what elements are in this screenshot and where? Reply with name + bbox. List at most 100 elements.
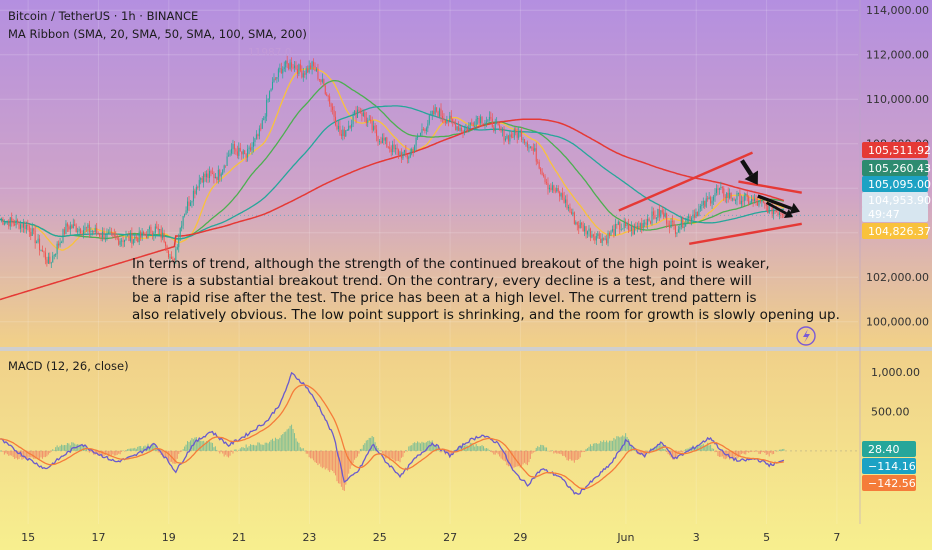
candle bbox=[658, 209, 660, 217]
macd-bar bbox=[562, 450, 564, 456]
candle bbox=[655, 217, 657, 219]
candle bbox=[88, 224, 90, 233]
macd-bar bbox=[31, 450, 33, 458]
candle bbox=[103, 231, 105, 240]
candle bbox=[619, 221, 621, 230]
macd-bar bbox=[540, 444, 542, 451]
indicator-legend[interactable]: MA Ribbon (SMA, 20, SMA, 50, SMA, 100, S… bbox=[8, 27, 307, 41]
candle bbox=[669, 224, 671, 228]
macd-bar bbox=[606, 440, 608, 451]
candle bbox=[434, 107, 436, 115]
arrow-shaft[interactable] bbox=[765, 201, 788, 215]
macd-bar bbox=[380, 450, 382, 452]
macd-bar bbox=[783, 448, 785, 451]
candle bbox=[768, 205, 770, 213]
price-tag-value: 49:47 bbox=[868, 208, 900, 221]
candle bbox=[170, 256, 172, 259]
macd-tag bbox=[862, 458, 916, 474]
candle bbox=[173, 259, 175, 261]
macd-bar bbox=[522, 450, 524, 465]
macd-bar bbox=[387, 450, 389, 459]
candle bbox=[633, 225, 635, 235]
macd-bar bbox=[310, 450, 312, 459]
macd-bar bbox=[673, 450, 675, 460]
trendline[interactable] bbox=[738, 180, 802, 194]
candle bbox=[118, 238, 120, 245]
candle bbox=[773, 210, 775, 215]
macd-bar bbox=[677, 450, 679, 454]
candle bbox=[677, 229, 679, 233]
arrow-head[interactable] bbox=[744, 170, 758, 185]
trendline[interactable] bbox=[689, 222, 802, 246]
time-tick-label: 3 bbox=[693, 531, 700, 544]
candle bbox=[548, 187, 550, 190]
macd-bar bbox=[518, 450, 520, 467]
arrow-head[interactable] bbox=[789, 202, 800, 215]
candle bbox=[211, 173, 213, 175]
macd-bar bbox=[138, 446, 140, 451]
candle bbox=[417, 135, 419, 138]
candle bbox=[181, 225, 183, 228]
candle bbox=[315, 68, 317, 71]
macd-bar bbox=[695, 446, 697, 451]
candle bbox=[184, 214, 186, 216]
macd-bar bbox=[141, 448, 143, 451]
candle bbox=[409, 151, 411, 158]
candle bbox=[264, 116, 266, 119]
arrow-shaft[interactable] bbox=[740, 159, 754, 177]
candle bbox=[233, 144, 235, 150]
candle bbox=[326, 94, 328, 96]
candle bbox=[93, 230, 95, 233]
macd-bar bbox=[711, 448, 713, 451]
candle bbox=[502, 128, 504, 132]
macd-bar bbox=[317, 450, 319, 466]
macd-bar bbox=[551, 450, 553, 451]
macd-bar bbox=[554, 450, 556, 453]
macd-bar bbox=[346, 450, 348, 480]
macd-bar bbox=[217, 450, 219, 452]
candle bbox=[106, 233, 108, 239]
lightning-icon[interactable] bbox=[796, 326, 816, 346]
annotation-line: In terms of trend, although the strength… bbox=[132, 256, 770, 272]
candle bbox=[217, 169, 219, 180]
candle bbox=[43, 251, 45, 253]
candle bbox=[200, 178, 202, 180]
macd-bar bbox=[3, 450, 5, 455]
macd-bar bbox=[200, 440, 202, 451]
candle bbox=[143, 231, 145, 235]
candle bbox=[611, 229, 613, 232]
candle bbox=[280, 68, 282, 74]
macd-bar bbox=[759, 450, 761, 454]
candle bbox=[30, 231, 32, 237]
macd-bar bbox=[242, 447, 244, 451]
macd-bar bbox=[50, 450, 52, 452]
arrow-shaft[interactable] bbox=[757, 194, 793, 211]
signal-line bbox=[0, 384, 784, 490]
macd-bar bbox=[241, 447, 243, 451]
candle bbox=[736, 193, 738, 200]
macd-bar bbox=[337, 450, 339, 484]
macd-bar bbox=[431, 440, 433, 451]
macd-bar bbox=[330, 450, 332, 470]
candle bbox=[742, 200, 744, 202]
candle bbox=[711, 200, 713, 204]
candle bbox=[131, 232, 133, 244]
candle bbox=[258, 128, 260, 137]
candle bbox=[764, 202, 766, 205]
macd-bar bbox=[411, 445, 413, 451]
macd-legend[interactable]: MACD (12, 26, close) bbox=[8, 359, 129, 373]
macd-bar bbox=[459, 445, 461, 451]
candle bbox=[134, 236, 136, 240]
candle bbox=[695, 211, 697, 218]
candle bbox=[387, 146, 389, 148]
candle bbox=[455, 123, 457, 131]
trendline[interactable] bbox=[618, 151, 753, 212]
candle bbox=[450, 115, 452, 119]
candle bbox=[55, 254, 57, 256]
macd-bar bbox=[647, 450, 649, 452]
arrow-head[interactable] bbox=[783, 209, 793, 218]
candle bbox=[471, 122, 473, 124]
price-tick-label: 102,000.00 bbox=[866, 271, 929, 284]
candle bbox=[504, 138, 506, 141]
macd-bar bbox=[257, 442, 259, 451]
